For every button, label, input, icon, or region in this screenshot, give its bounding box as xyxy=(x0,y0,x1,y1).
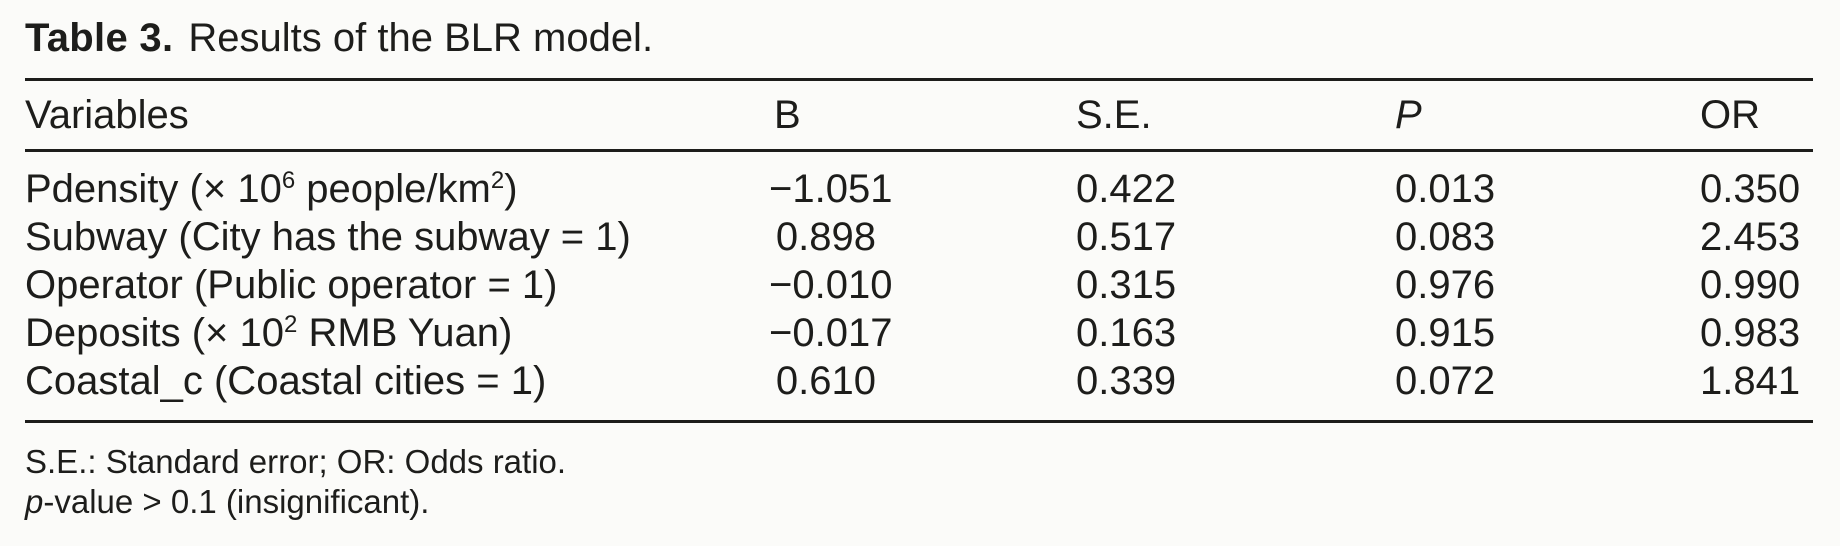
cell-p: 0.013 xyxy=(1395,166,1496,211)
column-header-se: S.E. xyxy=(880,79,1395,152)
column-header-b: B xyxy=(769,79,880,152)
cell-or: 0.983 xyxy=(1700,310,1801,355)
cell-b: −0.017 xyxy=(769,310,893,355)
cell-variable: Operator (Public operator = 1) xyxy=(25,262,558,307)
superscript: 2 xyxy=(284,311,298,339)
table-row: Coastal_c (Coastal cities = 1) 0.610 0.339… xyxy=(25,357,1813,422)
table-row: Deposits (× 102 RMB Yuan) −0.017 0.163 0.91… xyxy=(25,309,1813,357)
cell-se: 0.163 xyxy=(1076,310,1177,355)
cell-variable: Subway (City has the subway = 1) xyxy=(25,214,631,259)
cell-variable: Pdensity (× 106 people/km2) xyxy=(25,166,518,211)
footnotes: S.E.: Standard error; OR: Odds ratio. p-v… xyxy=(25,442,1813,522)
cell-or: 0.350 xyxy=(1700,166,1801,211)
cell-b: −1.051 xyxy=(769,166,893,211)
column-header-variables: Variables xyxy=(25,79,769,152)
cell-variable: Deposits (× 102 RMB Yuan) xyxy=(25,310,513,355)
cell-b: 0.610 xyxy=(775,358,876,403)
footnote: S.E.: Standard error; OR: Odds ratio. xyxy=(25,443,567,480)
footnote: p-value > 0.1 (insignificant). xyxy=(25,483,430,520)
table-row: Pdensity (× 106 people/km2) −1.051 0.422 0.… xyxy=(25,151,1813,214)
cell-se: 0.422 xyxy=(1076,166,1177,211)
table-header-row: Variables B S.E. P OR xyxy=(25,79,1813,152)
cell-or: 2.453 xyxy=(1700,214,1801,259)
table-caption: Table 3. Results of the BLR model. xyxy=(25,14,1813,62)
cell-b: 0.898 xyxy=(775,214,876,259)
results-table: Variables B S.E. P OR Pdensity (× 106 pe… xyxy=(25,78,1813,423)
cell-p: 0.083 xyxy=(1395,214,1496,259)
column-header-or: OR xyxy=(1700,79,1813,152)
cell-se: 0.517 xyxy=(1076,214,1177,259)
cell-or: 1.841 xyxy=(1700,358,1801,403)
table-row: Operator (Public operator = 1) −0.010 0.31… xyxy=(25,261,1813,309)
superscript: 6 xyxy=(281,167,296,195)
cell-or: 0.990 xyxy=(1700,262,1801,307)
table-row: Subway (City has the subway = 1) 0.898 0.5… xyxy=(25,213,1813,261)
cell-b: −0.010 xyxy=(769,262,893,307)
cell-se: 0.339 xyxy=(1076,358,1177,403)
table-number: Table 3. xyxy=(25,16,174,60)
cell-p: 0.915 xyxy=(1395,310,1496,355)
cell-p: 0.072 xyxy=(1395,358,1496,403)
cell-p: 0.976 xyxy=(1395,262,1496,307)
cell-se: 0.315 xyxy=(1076,262,1177,307)
table-body: Pdensity (× 106 people/km2) −1.051 0.422 0.… xyxy=(25,151,1813,422)
table-caption-text: Results of the BLR model. xyxy=(188,16,654,60)
cell-variable: Coastal_c (Coastal cities = 1) xyxy=(25,358,547,403)
column-header-p: P xyxy=(1395,79,1700,152)
superscript: 2 xyxy=(490,167,505,195)
